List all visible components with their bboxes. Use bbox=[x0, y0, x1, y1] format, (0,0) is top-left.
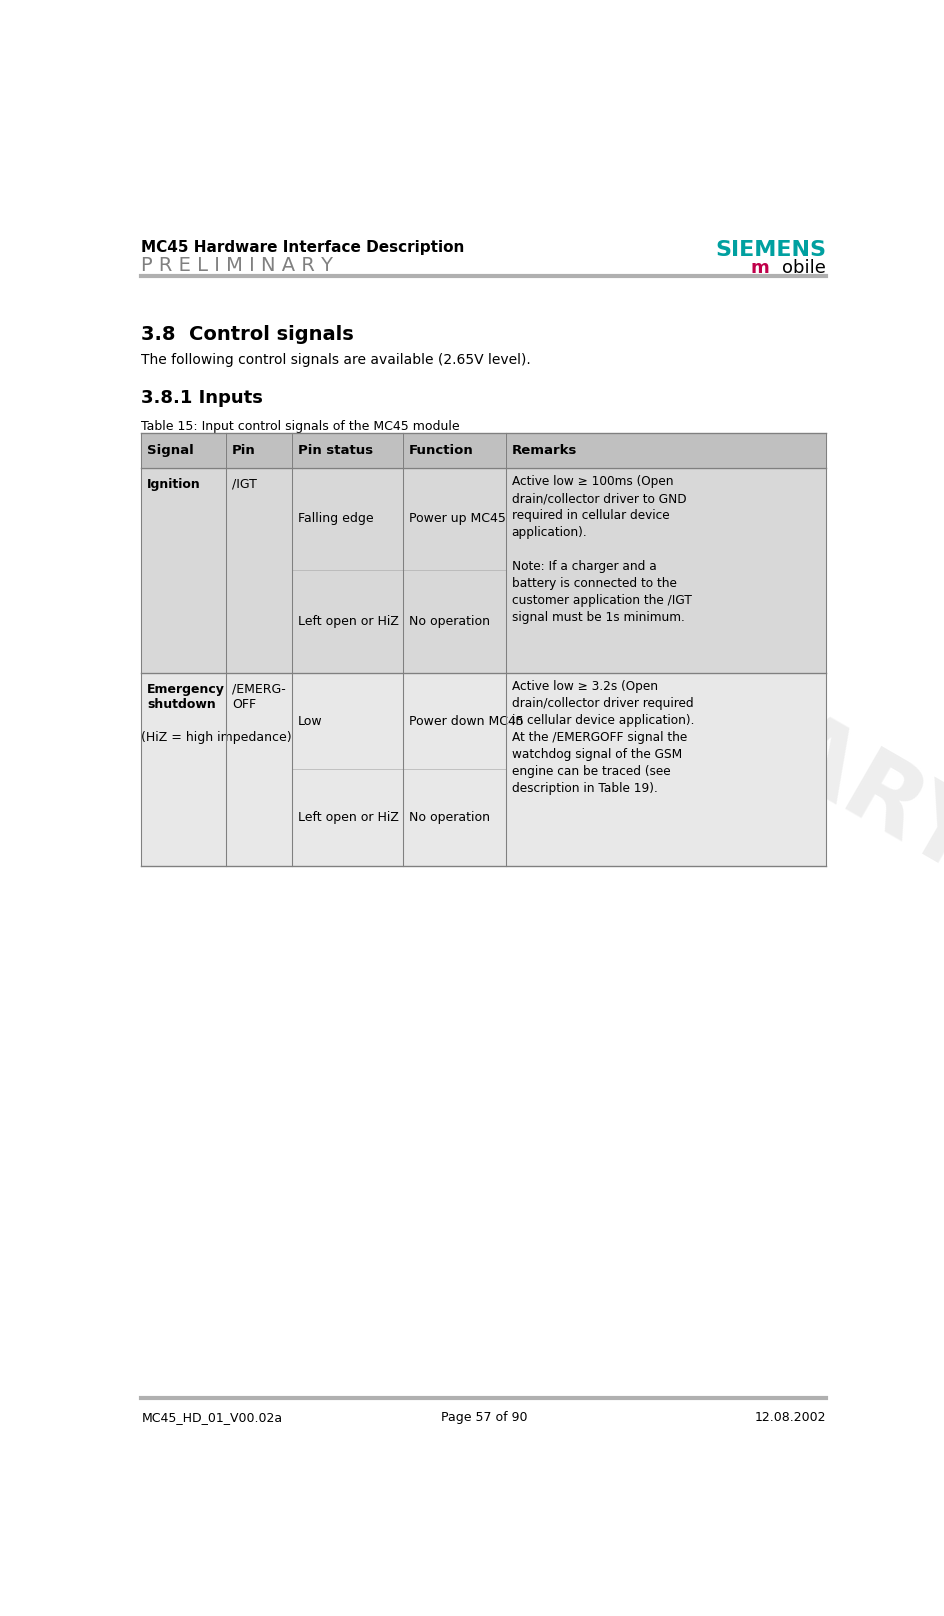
Bar bbox=[403, 672, 506, 866]
Bar bbox=[506, 433, 826, 467]
Bar bbox=[142, 467, 227, 672]
Text: 3.8.1 Inputs: 3.8.1 Inputs bbox=[142, 389, 263, 407]
Bar bbox=[142, 433, 227, 467]
Text: Pin status: Pin status bbox=[298, 444, 373, 457]
Bar bbox=[292, 672, 403, 866]
Text: The following control signals are available (2.65V level).: The following control signals are availa… bbox=[142, 354, 531, 367]
Bar bbox=[227, 433, 292, 467]
Text: (HiZ = high impedance): (HiZ = high impedance) bbox=[142, 732, 292, 745]
Text: Remarks: Remarks bbox=[512, 444, 577, 457]
Text: 12.08.2002: 12.08.2002 bbox=[754, 1411, 826, 1424]
Bar bbox=[403, 467, 506, 672]
Bar bbox=[506, 672, 826, 866]
Text: Active low ≥ 100ms (Open
drain/collector driver to GND
required in cellular devi: Active low ≥ 100ms (Open drain/collector… bbox=[512, 475, 691, 624]
Text: Emergency
shutdown: Emergency shutdown bbox=[147, 684, 225, 711]
Text: Power up MC45: Power up MC45 bbox=[409, 512, 506, 525]
Text: Function: Function bbox=[409, 444, 474, 457]
Text: Low: Low bbox=[298, 714, 323, 727]
Bar bbox=[292, 433, 403, 467]
Text: Table 15: Input control signals of the MC45 module: Table 15: Input control signals of the M… bbox=[142, 420, 460, 433]
Text: PRELIMINARY: PRELIMINARY bbox=[292, 435, 944, 898]
Text: Power down MC45: Power down MC45 bbox=[409, 714, 524, 727]
Text: /EMERG-
OFF: /EMERG- OFF bbox=[232, 684, 286, 711]
Text: Ignition: Ignition bbox=[147, 478, 201, 491]
Text: P R E L I M I N A R Y: P R E L I M I N A R Y bbox=[142, 257, 333, 275]
Bar bbox=[142, 672, 227, 866]
Text: Left open or HiZ: Left open or HiZ bbox=[298, 616, 399, 629]
Text: MC45_HD_01_V00.02a: MC45_HD_01_V00.02a bbox=[142, 1411, 282, 1424]
Text: No operation: No operation bbox=[409, 616, 490, 629]
Bar bbox=[227, 672, 292, 866]
Text: Active low ≥ 3.2s (Open
drain/collector driver required
in cellular device appli: Active low ≥ 3.2s (Open drain/collector … bbox=[512, 680, 694, 795]
Text: No operation: No operation bbox=[409, 811, 490, 824]
Text: Signal: Signal bbox=[147, 444, 194, 457]
Text: /IGT: /IGT bbox=[232, 478, 257, 491]
Text: Page 57 of 90: Page 57 of 90 bbox=[441, 1411, 527, 1424]
Text: SIEMENS: SIEMENS bbox=[716, 239, 826, 260]
Text: Falling edge: Falling edge bbox=[298, 512, 374, 525]
Text: Left open or HiZ: Left open or HiZ bbox=[298, 811, 399, 824]
Bar bbox=[292, 467, 403, 672]
Bar bbox=[403, 433, 506, 467]
Text: m: m bbox=[750, 259, 769, 276]
Text: 3.8  Control signals: 3.8 Control signals bbox=[142, 325, 354, 344]
Text: MC45 Hardware Interface Description: MC45 Hardware Interface Description bbox=[142, 239, 464, 255]
Bar bbox=[506, 467, 826, 672]
Bar bbox=[227, 467, 292, 672]
Text: Pin: Pin bbox=[232, 444, 256, 457]
Text: obile: obile bbox=[783, 259, 826, 276]
